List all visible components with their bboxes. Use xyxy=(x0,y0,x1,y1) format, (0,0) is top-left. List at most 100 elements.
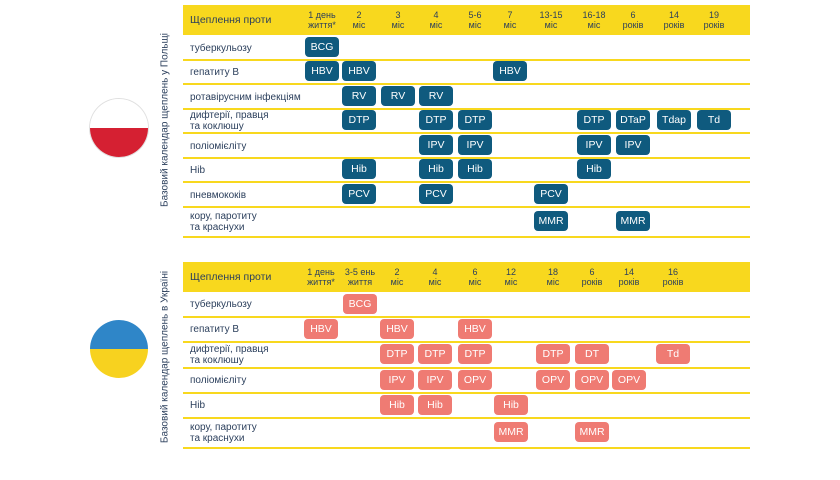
side-label: Базовий календар щеплень в Україні xyxy=(159,270,171,444)
column-header: 14 років xyxy=(618,267,640,287)
vaccine-badge: OPV xyxy=(536,369,570,390)
row-label: ротавірусним інфекціям xyxy=(190,91,301,103)
row-label: туберкульозу xyxy=(190,299,252,310)
vaccine-badge: HBV xyxy=(304,318,338,339)
ukraine-flag-icon xyxy=(90,320,148,378)
row-divider xyxy=(183,108,750,110)
column-header: 3 міс xyxy=(391,10,405,30)
poland-flag-icon xyxy=(90,99,148,157)
vaccine-badge: DTP xyxy=(342,110,376,130)
row-label: гепатиту В xyxy=(190,324,240,335)
column-header: 4 міс xyxy=(428,267,442,287)
vaccine-badge: DTP xyxy=(419,110,453,130)
row-divider xyxy=(183,59,750,61)
header-label: Щеплення проти xyxy=(190,14,272,26)
row-divider xyxy=(183,341,750,343)
vaccine-badge: HBV xyxy=(458,318,492,339)
vaccine-badge: RV xyxy=(381,86,415,106)
vaccine-badge: HBV xyxy=(342,61,376,81)
column-header: 12 міс xyxy=(504,267,518,287)
vaccine-badge: Td xyxy=(656,344,690,364)
row-label: дифтерії, правця та коклюшу xyxy=(190,110,269,132)
row-divider xyxy=(183,236,750,238)
column-header: 1 день життя* xyxy=(308,10,336,30)
vaccine-badge: DTaP xyxy=(616,110,650,130)
row-divider xyxy=(183,447,750,449)
vaccine-badge: DTP xyxy=(380,344,414,364)
vaccine-badge: IPV xyxy=(577,135,611,155)
row-label: пневмококів xyxy=(190,189,247,201)
vaccine-badge: MMR xyxy=(575,422,609,442)
row-divider xyxy=(183,157,750,159)
column-header: 6 років xyxy=(581,267,603,287)
vaccine-badge: HBV xyxy=(380,318,414,339)
row-label: туберкульозу xyxy=(190,42,252,54)
vaccine-badge: DTP xyxy=(577,110,611,130)
vaccine-badge: IPV xyxy=(616,135,650,155)
row-divider xyxy=(183,367,750,369)
column-header: 14 років xyxy=(663,10,685,30)
row-label: Hib xyxy=(190,400,206,411)
header-bar xyxy=(183,5,750,35)
vaccine-badge: HBV xyxy=(305,61,339,81)
row-label: кору, паротиту та краснухи xyxy=(190,211,257,233)
vaccine-badge: DTP xyxy=(418,344,452,364)
column-header: 19 років xyxy=(703,10,725,30)
row-divider xyxy=(183,83,750,85)
vaccine-badge: Hib xyxy=(380,394,414,415)
vaccine-badge: OPV xyxy=(612,369,646,390)
column-header: 18 міс xyxy=(546,267,560,287)
header-label: Щеплення проти xyxy=(190,271,272,283)
side-label: Базовий календар щеплень у Польщі xyxy=(159,33,171,207)
row-label: кору, паротиту та краснухи xyxy=(190,422,257,444)
row-divider xyxy=(183,417,750,419)
vaccine-badge: IPV xyxy=(380,369,414,390)
vaccine-badge: RV xyxy=(419,86,453,106)
vaccine-badge: RV xyxy=(342,86,376,106)
vaccine-badge: OPV xyxy=(458,369,492,390)
column-header: 16-18 міс xyxy=(582,10,606,30)
vaccine-badge: PCV xyxy=(534,184,568,204)
column-header: 2 міс xyxy=(390,267,404,287)
vaccine-badge: DT xyxy=(575,344,609,364)
vaccine-badge: MMR xyxy=(534,211,568,231)
vaccine-badge: IPV xyxy=(418,369,452,390)
vaccine-badge: Hib xyxy=(458,159,492,179)
vaccine-badge: DTP xyxy=(458,344,492,364)
vaccine-badge: Tdap xyxy=(657,110,691,130)
column-header: 2 міс xyxy=(352,10,366,30)
column-header: 6 років xyxy=(622,10,644,30)
vaccine-badge: Hib xyxy=(419,159,453,179)
row-divider xyxy=(183,392,750,394)
column-header: 13-15 міс xyxy=(539,10,563,30)
row-divider xyxy=(183,206,750,208)
header-bar xyxy=(183,262,750,292)
column-header: 4 міс xyxy=(429,10,443,30)
vaccine-badge: Hib xyxy=(418,394,452,415)
vaccine-badge: Td xyxy=(697,110,731,130)
row-label: гепатиту В xyxy=(190,66,240,78)
vaccine-badge: BCG xyxy=(305,37,339,57)
column-header: 16 років xyxy=(662,267,684,287)
row-label: поліомієліту xyxy=(190,375,247,386)
column-header: 7 міс xyxy=(503,10,517,30)
column-header: 6 міс xyxy=(468,267,482,287)
row-label: Hib xyxy=(190,164,206,176)
vaccine-badge: OPV xyxy=(575,369,609,390)
column-header: 5-6 міс xyxy=(468,10,482,30)
vaccine-badge: Hib xyxy=(342,159,376,179)
column-header: 1 день життя* xyxy=(307,267,335,287)
row-divider xyxy=(183,132,750,134)
vaccine-badge: Hib xyxy=(494,394,528,415)
row-divider xyxy=(183,316,750,318)
vaccine-badge: MMR xyxy=(616,211,650,231)
vaccine-badge: IPV xyxy=(419,135,453,155)
vaccine-badge: PCV xyxy=(342,184,376,204)
vaccine-badge: MMR xyxy=(494,422,528,442)
vaccine-badge: BCG xyxy=(343,293,377,314)
vaccine-badge: PCV xyxy=(419,184,453,204)
vaccine-badge: DTP xyxy=(536,344,570,364)
column-header: 3-5 ень життя xyxy=(344,267,376,287)
vaccine-badge: IPV xyxy=(458,135,492,155)
